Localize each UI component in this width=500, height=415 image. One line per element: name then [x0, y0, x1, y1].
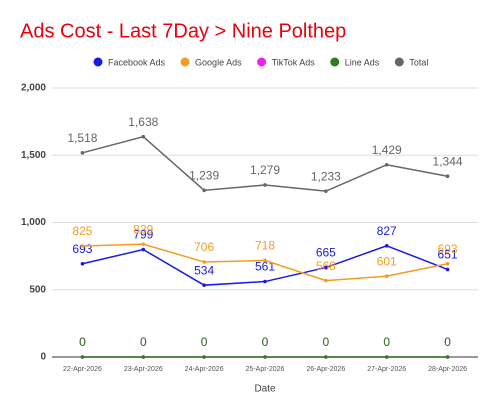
x-tick-label: 24-Apr-2026	[185, 366, 224, 373]
data-label: 0	[201, 335, 208, 349]
x-axis-title: Date	[254, 384, 276, 395]
data-point	[141, 355, 146, 359]
data-label: 1,638	[128, 115, 158, 129]
data-point	[263, 258, 267, 263]
data-point	[80, 151, 85, 155]
legend-label: Facebook Ads	[108, 57, 166, 67]
data-label: 534	[194, 263, 214, 277]
data-point	[384, 162, 389, 167]
y-tick-label: 0	[40, 352, 46, 363]
data-point	[263, 279, 267, 284]
data-label: 0	[262, 335, 269, 349]
data-label: 1,239	[189, 169, 219, 183]
y-tick-label: 2,000	[21, 83, 46, 94]
data-label: 693	[72, 242, 92, 256]
data-point	[445, 261, 450, 266]
data-label: 0	[444, 335, 451, 349]
data-label: 1,279	[250, 163, 280, 177]
data-label: 1,233	[311, 169, 341, 183]
x-tick-label: 25-Apr-2026	[246, 366, 285, 373]
data-point	[445, 174, 450, 179]
data-label: 0	[444, 335, 451, 349]
legend-label: Google Ads	[195, 57, 242, 67]
data-point	[80, 355, 85, 359]
legend-marker	[257, 57, 267, 67]
data-point	[141, 242, 146, 246]
data-label: 651	[438, 248, 458, 262]
data-label: 0	[201, 335, 208, 349]
data-label: 839	[133, 222, 153, 236]
data-label: 0	[262, 335, 269, 349]
data-label: 561	[255, 260, 275, 274]
data-label: 1,518	[67, 131, 97, 145]
data-label: 718	[255, 239, 275, 253]
data-point	[384, 355, 389, 359]
data-point	[263, 183, 267, 187]
x-tick-label: 22-Apr-2026	[63, 366, 102, 373]
legend-label: TikTok Ads	[272, 57, 316, 67]
data-point	[324, 189, 328, 193]
legend-marker	[180, 57, 190, 67]
data-point	[384, 274, 389, 278]
data-point	[202, 260, 206, 264]
legend-label: Line Ads	[345, 57, 380, 67]
data-label: 799	[133, 228, 153, 242]
data-point	[202, 283, 206, 287]
data-point	[80, 261, 85, 266]
data-label: 1,344	[433, 154, 463, 168]
data-label: 0	[140, 335, 147, 349]
y-tick-label: 500	[29, 284, 46, 295]
data-point	[445, 267, 450, 272]
x-tick-label: 23-Apr-2026	[124, 366, 163, 373]
y-tick-label: 1,000	[21, 217, 46, 228]
chart-title: Ads Cost - Last 7Day > Nine Polthep	[20, 20, 346, 42]
data-point	[263, 355, 267, 359]
legend-label: Total	[409, 57, 428, 67]
data-label: 568	[316, 259, 336, 273]
data-label: 693	[438, 242, 458, 256]
data-label: 0	[323, 335, 330, 349]
data-point	[384, 243, 389, 248]
data-point	[445, 355, 450, 359]
data-label: 1,429	[372, 143, 402, 157]
data-label: 665	[316, 246, 336, 260]
data-label: 706	[194, 240, 214, 254]
x-tick-label: 27-Apr-2026	[367, 366, 406, 373]
data-point	[80, 244, 85, 248]
data-point	[202, 355, 206, 359]
data-label: 601	[377, 254, 397, 268]
legend-marker	[330, 57, 340, 67]
data-point	[324, 355, 328, 359]
data-label: 0	[140, 335, 147, 349]
data-point	[202, 188, 206, 193]
data-label: 827	[377, 224, 397, 238]
data-point	[324, 265, 328, 270]
legend-marker	[93, 57, 103, 67]
x-tick-label: 28-Apr-2026	[428, 366, 467, 373]
data-label: 0	[383, 335, 390, 349]
data-label: 825	[72, 224, 92, 238]
data-label: 0	[79, 335, 86, 349]
data-point	[324, 278, 328, 283]
data-point	[141, 134, 146, 139]
data-label: 0	[79, 335, 86, 349]
y-tick-label: 1,500	[21, 150, 46, 161]
x-tick-label: 26-Apr-2026	[306, 366, 345, 373]
data-label: 0	[383, 335, 390, 349]
data-point	[141, 247, 146, 252]
data-label: 0	[323, 335, 330, 349]
legend-marker	[394, 57, 404, 67]
